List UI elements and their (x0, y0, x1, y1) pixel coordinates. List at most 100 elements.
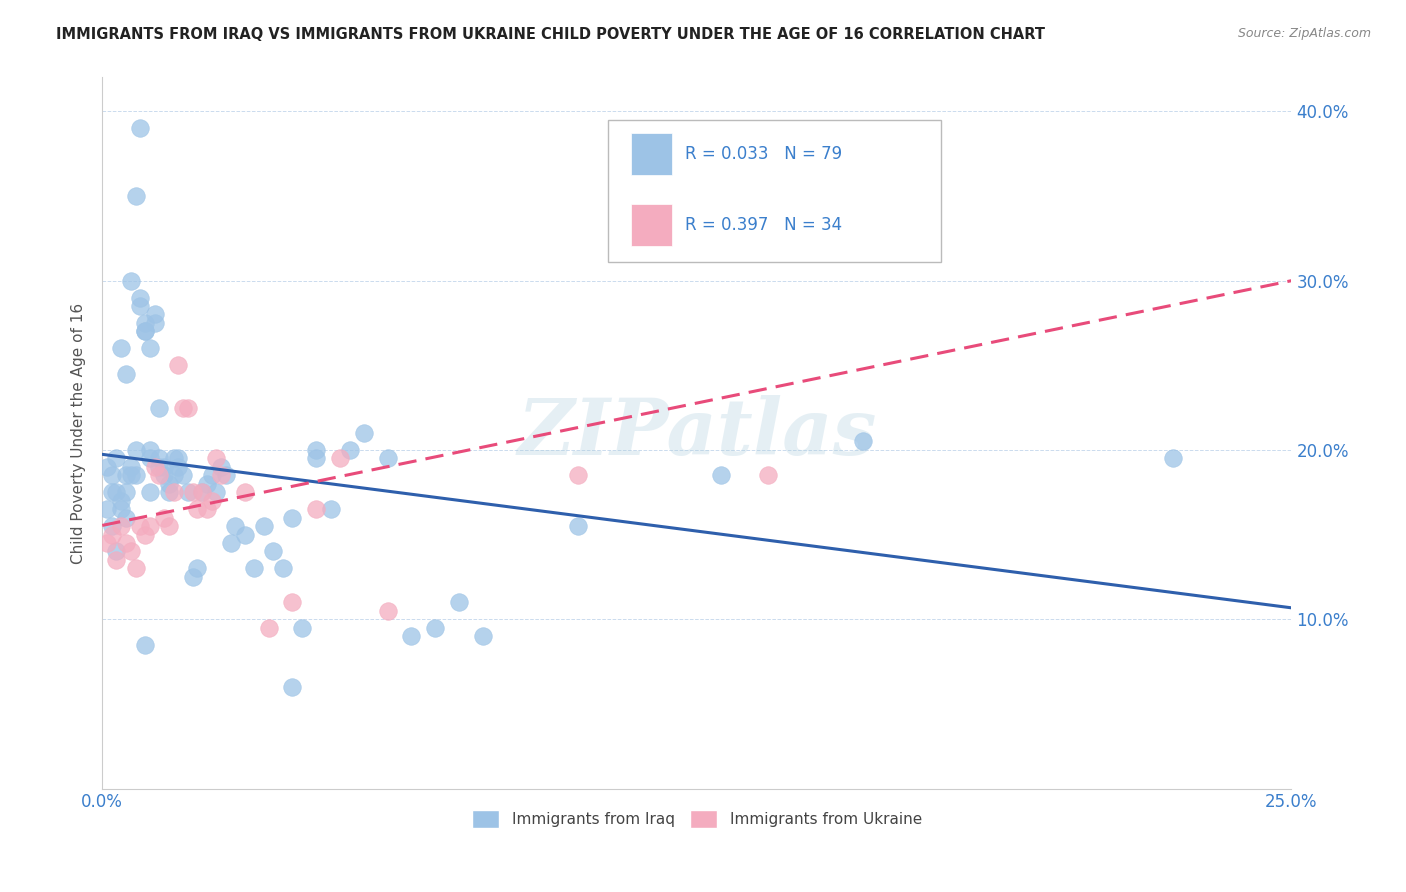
Point (191, 485, 214, 500)
Point (162, 451, 184, 466)
Point (96, 459, 118, 474)
Point (181, 485, 204, 500)
Point (319, 502, 342, 516)
Legend: Immigrants from Iraq, Immigrants from Ukraine: Immigrants from Iraq, Immigrants from Uk… (465, 805, 928, 834)
Point (105, 553, 128, 567)
Point (115, 468, 138, 483)
Point (195, 476, 218, 491)
Point (162, 468, 184, 483)
Point (756, 468, 779, 483)
Point (353, 425, 375, 440)
Text: R = 0.397   N = 34: R = 0.397 N = 34 (685, 217, 842, 235)
Point (129, 299, 152, 313)
Text: IMMIGRANTS FROM IRAQ VS IMMIGRANTS FROM UKRAINE CHILD POVERTY UNDER THE AGE OF 1: IMMIGRANTS FROM IRAQ VS IMMIGRANTS FROM … (56, 27, 1045, 42)
Point (139, 442, 162, 457)
Point (110, 502, 132, 516)
Point (243, 561, 266, 575)
Point (662, 172, 685, 186)
Point (162, 485, 184, 500)
Point (134, 325, 156, 339)
Text: ZIPatlas: ZIPatlas (517, 395, 876, 471)
Point (129, 121, 152, 136)
Point (167, 358, 190, 372)
Point (219, 536, 242, 550)
Point (129, 291, 152, 305)
Point (177, 401, 200, 415)
Point (233, 527, 256, 541)
Point (186, 561, 208, 575)
Point (115, 485, 138, 500)
Point (291, 621, 314, 635)
Point (157, 476, 180, 491)
Point (253, 519, 276, 533)
Text: R = 0.033   N = 79: R = 0.033 N = 79 (685, 145, 842, 163)
Point (96, 536, 118, 550)
Point (153, 510, 176, 524)
Point (305, 451, 328, 466)
Point (377, 604, 399, 618)
Point (124, 468, 146, 483)
Point (148, 468, 170, 483)
Point (120, 468, 142, 483)
Point (339, 442, 361, 457)
Point (120, 459, 142, 474)
Point (447, 595, 470, 609)
Point (110, 493, 132, 508)
Point (105, 485, 128, 500)
Point (329, 451, 352, 466)
Point (148, 451, 170, 466)
Point (153, 468, 176, 483)
Point (425, 621, 447, 635)
Point (115, 536, 138, 550)
Point (157, 519, 180, 533)
Point (129, 519, 152, 533)
Point (100, 468, 122, 483)
Point (271, 561, 294, 575)
Point (134, 527, 156, 541)
Point (100, 527, 122, 541)
FancyBboxPatch shape (631, 204, 672, 246)
Point (205, 485, 228, 500)
Point (281, 510, 304, 524)
Point (305, 442, 328, 457)
Point (100, 485, 122, 500)
Point (215, 468, 238, 483)
FancyBboxPatch shape (607, 120, 941, 262)
Point (124, 561, 146, 575)
Point (105, 544, 128, 558)
Point (100, 519, 122, 533)
Point (120, 544, 142, 558)
Point (195, 502, 218, 516)
Point (191, 485, 214, 500)
Point (177, 485, 200, 500)
Point (139, 485, 162, 500)
Point (172, 468, 194, 483)
Point (257, 621, 280, 635)
Point (377, 451, 399, 466)
Point (134, 316, 156, 330)
Point (143, 308, 166, 322)
Point (471, 629, 494, 643)
Point (305, 502, 328, 516)
Point (139, 342, 162, 356)
Y-axis label: Child Poverty Under the Age of 16: Child Poverty Under the Age of 16 (72, 302, 86, 564)
Point (157, 485, 180, 500)
Point (139, 451, 162, 466)
Point (201, 468, 224, 483)
Point (205, 451, 228, 466)
Point (181, 570, 204, 584)
Text: Source: ZipAtlas.com: Source: ZipAtlas.com (1237, 27, 1371, 40)
Point (143, 316, 166, 330)
Point (96, 502, 118, 516)
Point (110, 519, 132, 533)
Point (115, 367, 138, 381)
Point (143, 459, 166, 474)
Point (852, 434, 875, 449)
Point (124, 189, 146, 203)
Point (148, 459, 170, 474)
Point (281, 595, 304, 609)
Point (115, 510, 138, 524)
Point (401, 629, 423, 643)
Point (281, 680, 304, 694)
Point (567, 468, 589, 483)
